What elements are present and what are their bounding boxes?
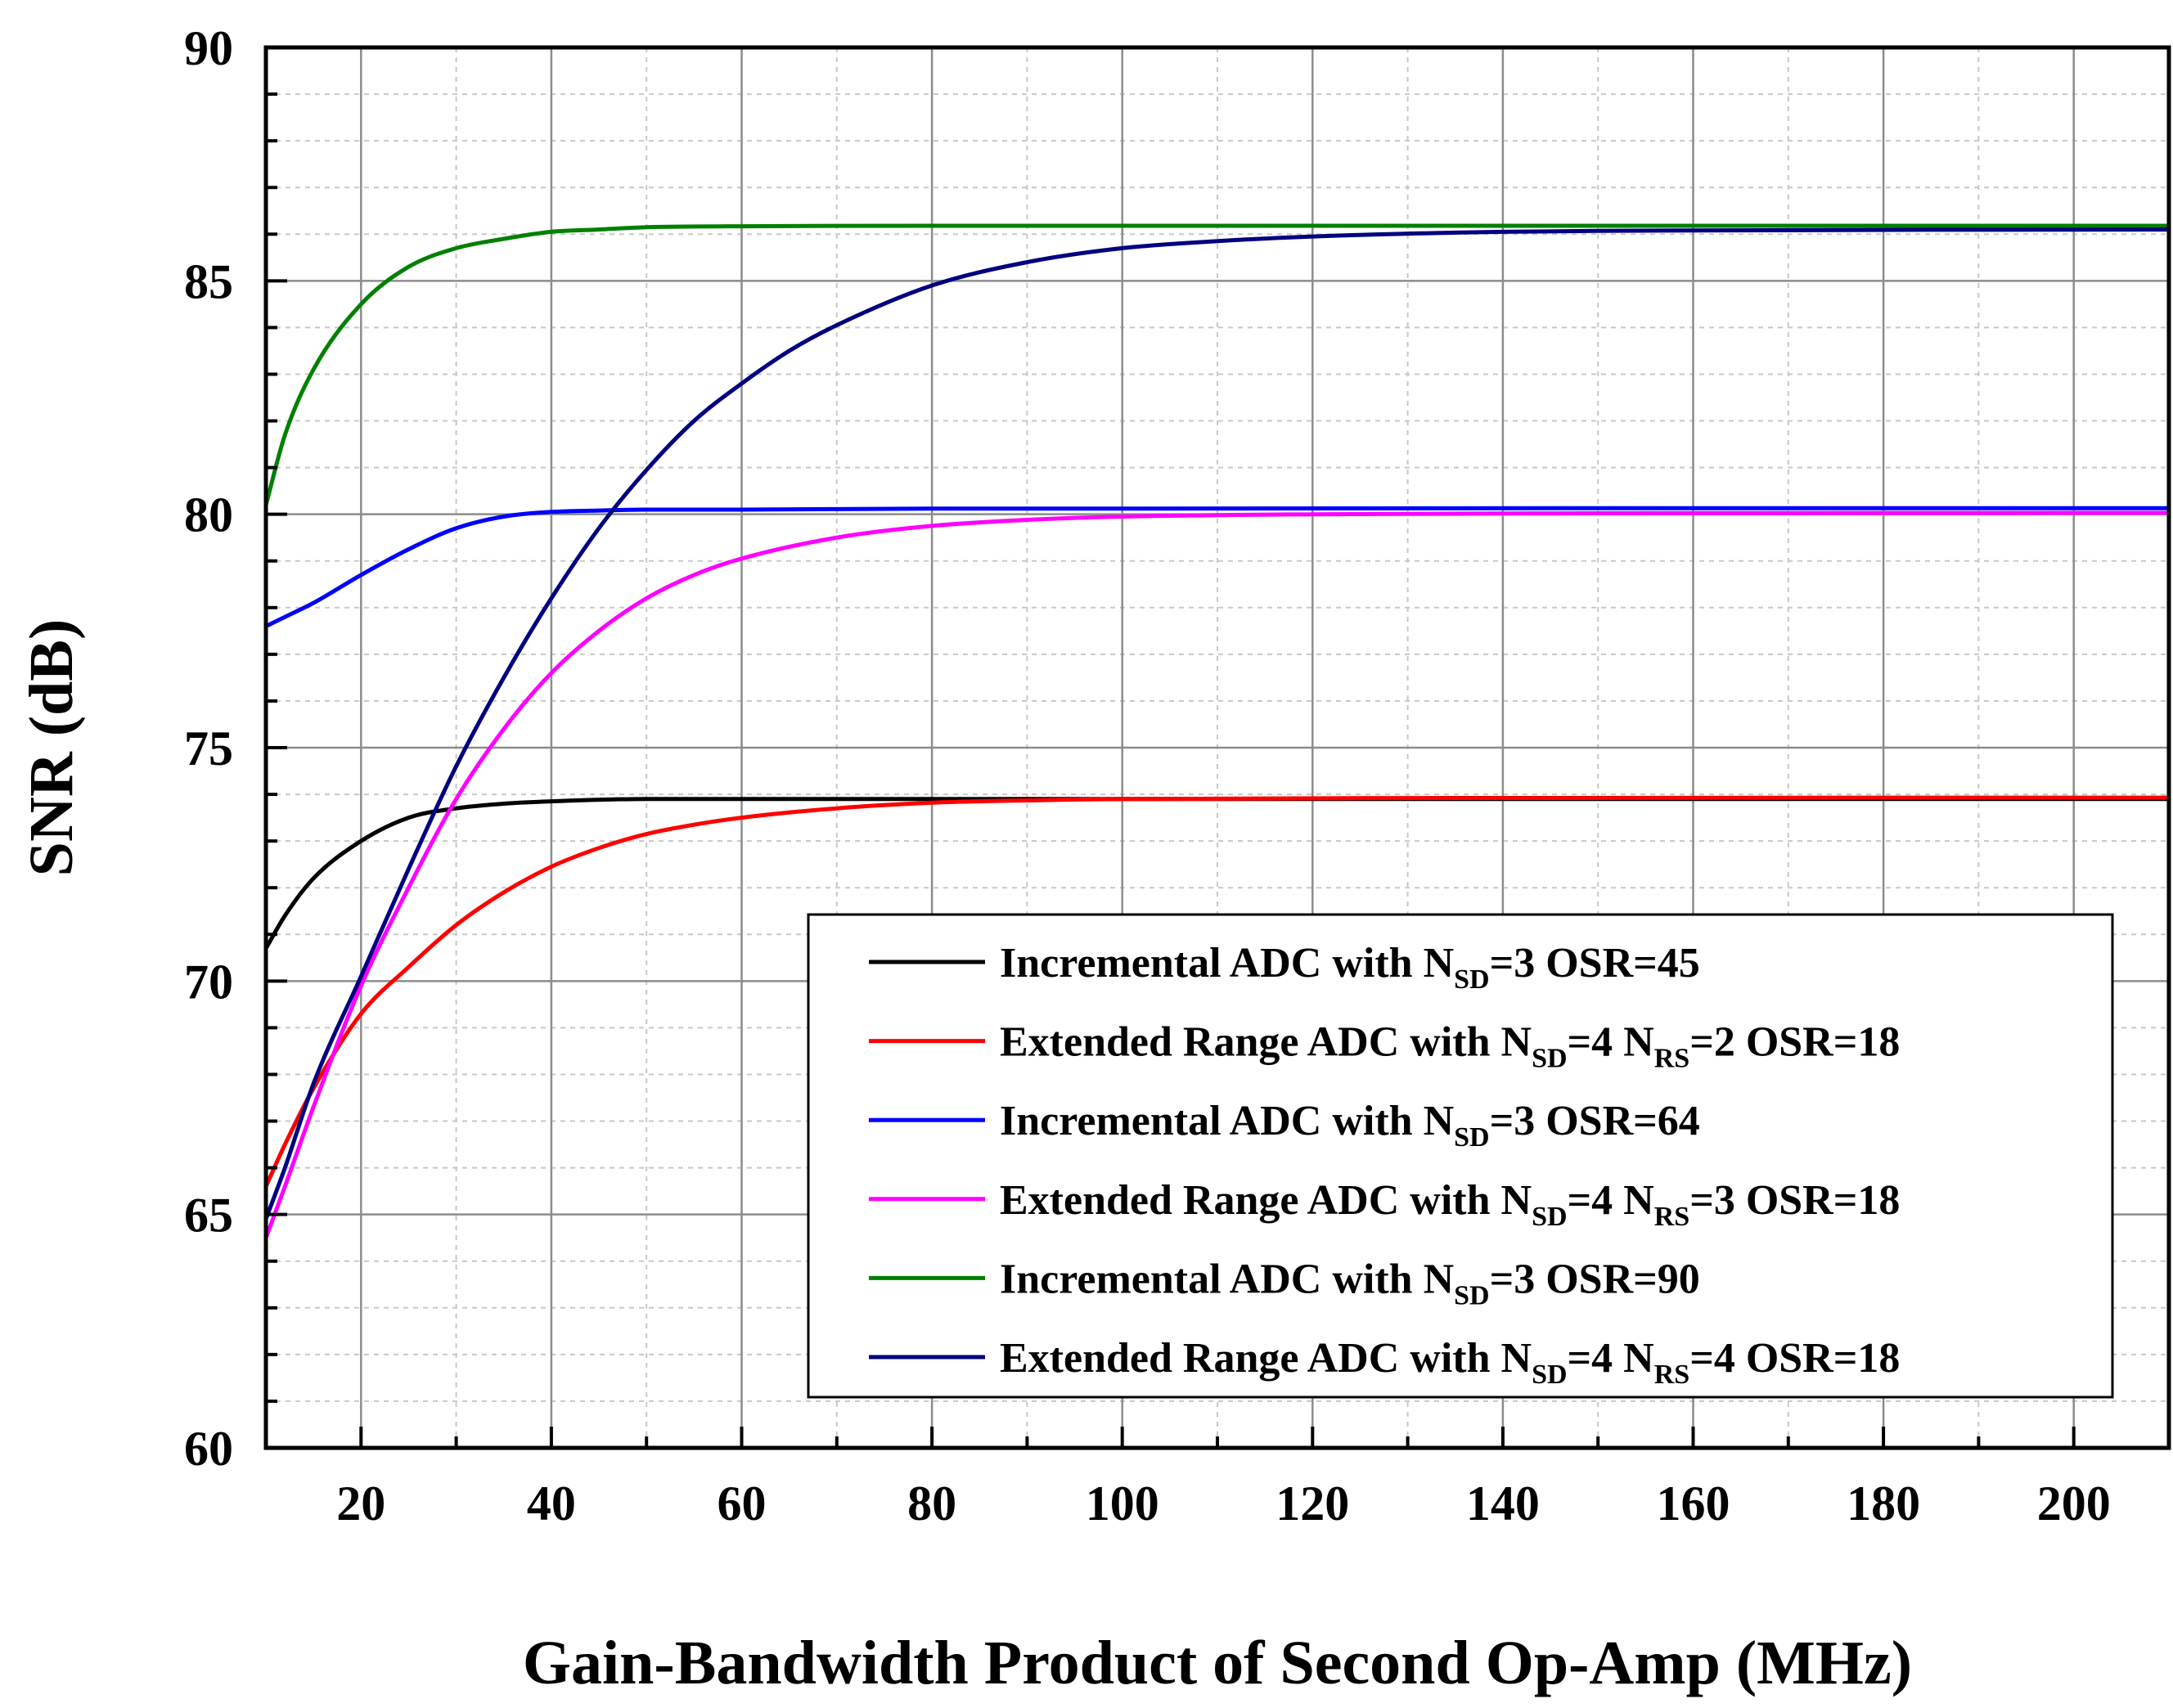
x-tick-label: 80 <box>907 1477 956 1530</box>
y-axis-title: SNR (dB) <box>17 619 86 877</box>
x-tick-label: 60 <box>718 1477 767 1530</box>
legend-label-6: Extended Range ADC with NSD=4 NRS=4 OSR=… <box>1000 1335 1900 1390</box>
x-axis-title: Gain-Bandwidth Product of Second Op-Amp … <box>523 1629 1912 1697</box>
series-line-3 <box>264 506 2169 628</box>
x-tick-label: 140 <box>1466 1477 1540 1530</box>
y-tick-label: 65 <box>184 1189 233 1243</box>
series-line-5 <box>263 223 2169 506</box>
x-tick-label: 20 <box>336 1477 385 1530</box>
x-tick-label: 100 <box>1086 1477 1159 1530</box>
y-tick-label: 85 <box>184 254 233 308</box>
series-line-2 <box>263 795 2170 1188</box>
y-tick-label: 70 <box>184 955 233 1009</box>
y-tick-label: 80 <box>184 488 233 542</box>
legend-label-1: Incremental ADC with NSD=3 OSR=45 <box>1000 940 1700 995</box>
axis-ticks <box>264 46 2171 1450</box>
x-tick-label: 40 <box>527 1477 576 1530</box>
legend: Incremental ADC with NSD=3 OSR=45 Extende… <box>807 913 2114 1399</box>
x-tick-label: 120 <box>1275 1477 1349 1530</box>
legend-label-2: Extended Range ADC with NSD=4 NRS=2 OSR=… <box>1000 1019 1900 1074</box>
tick-labels: 20 40 60 80 100 120 140 160 180 200 60 65 70 75 80 85 90 <box>184 21 2111 1530</box>
x-tick-label: 160 <box>1657 1477 1730 1530</box>
legend-label-3: Incremental ADC with NSD=3 OSR=64 <box>1000 1098 1700 1153</box>
x-tick-label: 200 <box>2037 1477 2111 1530</box>
legend-label-4: Extended Range ADC with NSD=4 NRS=3 OSR=… <box>1000 1177 1900 1232</box>
x-tick-label: 180 <box>1847 1477 1920 1530</box>
series-line-4 <box>263 510 2170 1239</box>
y-tick-label: 75 <box>184 721 233 775</box>
legend-box <box>807 913 2114 1399</box>
series-line-6 <box>263 227 2170 1220</box>
y-tick-label: 90 <box>184 21 233 75</box>
series-lines <box>263 223 2170 1239</box>
legend-label-5: Incremental ADC with NSD=3 OSR=90 <box>1000 1256 1700 1310</box>
y-tick-label: 60 <box>184 1422 233 1476</box>
